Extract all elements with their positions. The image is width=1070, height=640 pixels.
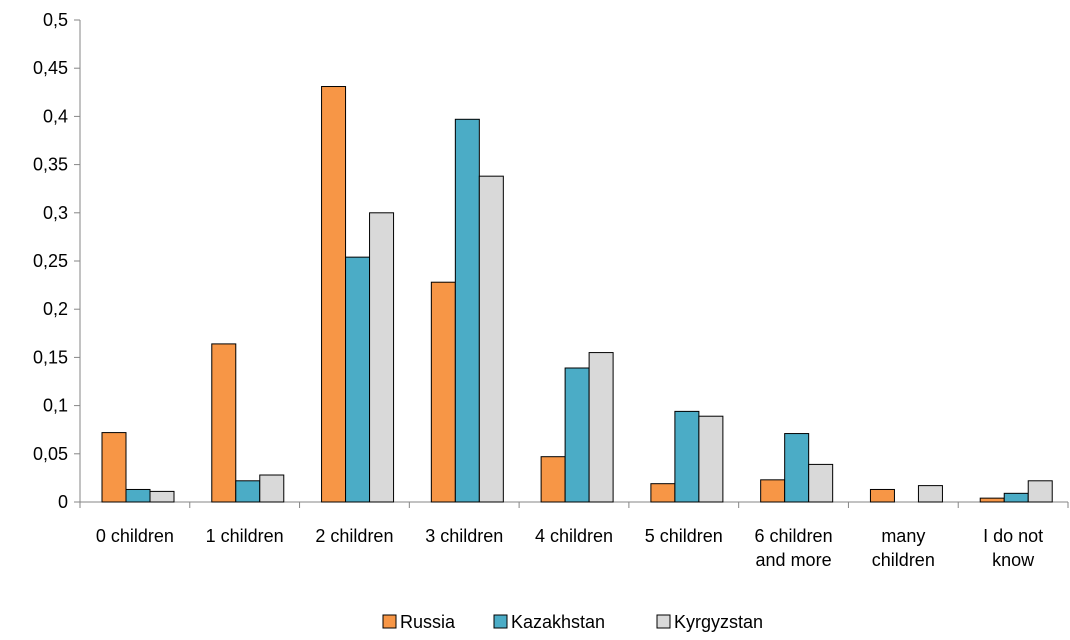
y-tick-label: 0,2 [43,299,68,319]
x-tick-label: 6 children [755,526,833,546]
y-tick-label: 0,5 [43,10,68,30]
y-tick-label: 0,15 [33,347,68,367]
x-tick-label: 4 children [535,526,613,546]
bar-kazakhstan-2 [345,256,371,503]
legend-label-kazakhstan: Kazakhstan [511,612,605,632]
y-tick-label: 0,1 [43,396,68,416]
bar-russia-8 [979,497,1005,503]
y-tick-label: 0,25 [33,251,68,271]
bar-russia-4 [540,456,566,503]
bar-kyrgyzstan-1 [259,474,285,503]
x-tick-label: and more [756,550,832,570]
legend-swatch-russia [382,614,397,629]
x-tick-label: 5 children [645,526,723,546]
legend-swatch-kazakhstan [493,614,508,629]
bar-russia-7 [869,488,895,503]
bar-kyrgyzstan-2 [369,212,395,503]
y-tick-label: 0,3 [43,203,68,223]
bar-kazakhstan-4 [564,367,590,503]
y-axis: 0 0,05 0,1 0,15 0,2 0,25 0,3 0,35 0,4 0,45 0,5 [33,10,81,512]
y-tick-label: 0,45 [33,58,68,78]
x-tick-label: children [872,550,935,570]
bar-kyrgyzstan-6 [808,463,834,503]
y-tick-label: 0,4 [43,106,68,126]
bar-kyrgyzstan-3 [478,175,504,503]
x-tick-label: 0 children [96,526,174,546]
legend-label-russia: Russia [400,612,456,632]
bars [101,86,1053,503]
y-tick-label: 0 [58,492,68,512]
bar-kyrgyzstan-8 [1027,480,1053,503]
bar-kyrgyzstan-0 [149,490,175,503]
bar-kyrgyzstan-5 [698,415,724,503]
bar-kazakhstan-8 [1003,492,1029,503]
x-tick-label: 3 children [425,526,503,546]
bar-russia-0 [101,432,127,503]
x-tick-label: 2 children [315,526,393,546]
legend-swatch-kyrgyzstan [656,614,671,629]
x-tick-label: 1 children [206,526,284,546]
x-tick-label: I do not [983,526,1043,546]
legend: Russia Kazakhstan Kyrgyzstan [382,612,763,632]
bar-russia-2 [321,86,347,503]
x-tick-label: many [881,526,925,546]
x-axis: 0 children 1 children 2 children 3 children… [79,501,1069,570]
bar-kazakhstan-3 [454,118,480,503]
bar-russia-5 [650,483,676,503]
legend-label-kyrgyzstan: Kyrgyzstan [674,612,763,632]
y-tick-label: 0,35 [33,155,68,175]
bar-kazakhstan-0 [125,488,151,503]
bar-russia-3 [430,281,456,503]
bar-kazakhstan-1 [235,480,261,503]
bar-kazakhstan-6 [784,433,810,503]
y-tick-label: 0,05 [33,444,68,464]
bar-kyrgyzstan-7 [917,485,943,503]
bar-russia-1 [211,343,237,503]
bar-russia-6 [760,479,786,503]
x-tick-label: know [992,550,1035,570]
bar-kyrgyzstan-4 [588,352,614,503]
bar-kazakhstan-5 [674,410,700,503]
